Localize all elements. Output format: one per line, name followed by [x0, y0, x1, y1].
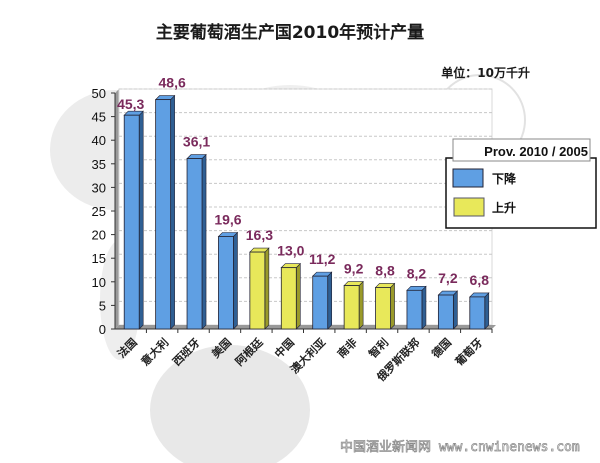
y-axis-ticks: 0 5 10 15 20 25 30 35 40 45 50	[92, 86, 115, 337]
bar-9	[406, 285, 427, 330]
category-label: 南非	[334, 335, 359, 360]
data-label: 11,2	[309, 251, 336, 267]
data-label: 7,2	[438, 270, 458, 286]
y-tick-label: 30	[92, 180, 106, 195]
y-tick-label: 50	[92, 86, 106, 101]
data-labels: 45,3 48,6 36,1 19,6 16,313,0 11,2 9,2 8,8 8,2 7,2…	[117, 75, 489, 288]
category-label: 德国	[428, 335, 454, 361]
bar-front	[469, 296, 486, 330]
bar-front	[406, 289, 423, 330]
bar-side	[421, 285, 427, 330]
bar-4	[249, 247, 270, 330]
bar-side	[358, 280, 364, 330]
bar-side	[484, 292, 490, 330]
category-label: 智利	[366, 335, 391, 360]
plot-floor	[115, 325, 496, 329]
bar-front	[312, 275, 329, 330]
data-label: 16,3	[246, 227, 273, 243]
bar-7	[343, 280, 364, 330]
category-label: 葡萄牙	[451, 335, 485, 369]
data-label: 9,2	[344, 261, 364, 277]
bar-front	[155, 99, 172, 330]
bar-side	[390, 282, 395, 330]
y-tick-label: 10	[92, 275, 106, 290]
bar-3	[217, 231, 239, 330]
bar-side	[327, 271, 333, 330]
y-tick-label: 0	[99, 322, 106, 337]
bar-side	[138, 110, 144, 330]
bar-front	[218, 236, 234, 330]
watermark: 中国酒业新闻网 www.cnwinenews.com	[340, 439, 580, 455]
bar-front	[123, 114, 140, 330]
data-label: 48,6	[159, 75, 186, 91]
data-label: 13,0	[277, 243, 304, 259]
bar-front	[437, 294, 454, 330]
y-tick-label: 15	[92, 251, 106, 266]
y-tick-label: 35	[92, 157, 106, 172]
bar-front	[343, 285, 360, 330]
data-label: 45,3	[117, 96, 144, 112]
bar-5	[280, 262, 302, 330]
data-label: 8,8	[375, 262, 395, 278]
legend-label-down: 下降	[492, 171, 517, 186]
bar-front	[280, 267, 297, 330]
bar-side	[170, 94, 175, 330]
legend-label-up: 上升	[492, 200, 516, 215]
bar-10	[437, 290, 459, 330]
legend-title-box	[452, 138, 591, 162]
bar-front	[249, 251, 266, 330]
bar-side	[233, 231, 238, 330]
legend-swatch-up	[453, 197, 485, 217]
legend-title: Prov. 2010 / 2005	[484, 144, 588, 159]
data-label: 19,6	[214, 211, 241, 227]
bar-2	[186, 153, 207, 330]
bar-front	[375, 287, 391, 330]
plot-area	[114, 88, 496, 330]
unit-label: 单位：10万千升	[441, 65, 530, 80]
bar-side	[295, 262, 301, 330]
bar-side	[453, 290, 458, 330]
category-label: 意大利	[138, 335, 171, 368]
bars	[123, 94, 490, 330]
y-tick-label: 20	[92, 228, 106, 243]
bar-front	[186, 158, 203, 330]
legend: Prov. 2010 / 2005 下降 上升	[445, 138, 597, 229]
bar-6	[311, 271, 333, 330]
data-label: 8,2	[407, 265, 427, 281]
bar-8	[374, 282, 396, 330]
bar-1	[154, 94, 176, 330]
category-label: 澳大利亚	[287, 335, 328, 376]
bar-0	[123, 110, 144, 330]
legend-swatch-down	[452, 168, 484, 188]
y-tick-label: 25	[92, 204, 106, 219]
bar-11	[469, 292, 490, 330]
data-label: 36,1	[183, 134, 210, 150]
plot-side-wall	[115, 89, 119, 329]
y-tick-label: 5	[99, 298, 106, 313]
chart-title: 主要葡萄酒生产国2010年预计产量	[156, 22, 424, 43]
y-tick-label: 40	[92, 133, 106, 148]
data-label: 6,8	[470, 272, 490, 288]
bar-side	[201, 153, 207, 330]
bar-side	[264, 247, 270, 330]
y-tick-label: 45	[92, 110, 106, 125]
